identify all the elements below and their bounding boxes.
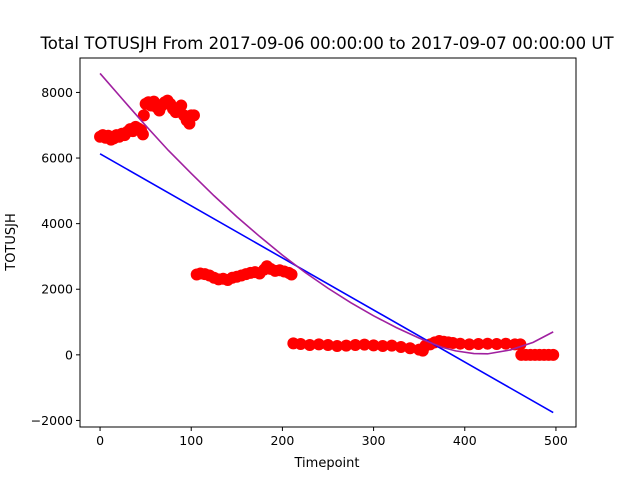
scatter-series [94,94,560,361]
data-point [294,338,307,351]
data-point [454,337,467,350]
data-point [367,339,380,352]
data-point [385,339,398,352]
y-tick-label: 0 [65,347,73,362]
data-point [463,338,476,351]
x-axis-label: Timepoint [294,456,360,471]
data-point [472,338,485,351]
data-point [376,339,389,352]
x-tick-label: 300 [362,433,386,448]
data-point [303,339,316,351]
y-axis-label: TOTUSJH [4,213,19,272]
x-tick-label: 400 [453,433,477,448]
axes-layer: 0 100 200 300 400 500 −2000 0 2000 4000 6000 8000 [31,57,577,448]
data-point [490,338,503,351]
data-point [404,342,417,355]
x-tick-label: 200 [270,433,294,448]
data-point [136,128,149,141]
data-point [499,337,512,350]
plot-clip-group [94,72,560,414]
data-point [547,348,560,361]
linear-fit-line [99,153,554,414]
axes-frame [79,57,577,428]
data-point [187,109,200,122]
data-point [285,268,298,281]
data-point [322,339,334,351]
chart-title: Total TOTUSJH From 2017-09-06 00:00:00 t… [39,34,614,53]
x-tick-label: 500 [544,433,568,448]
data-point [358,338,371,351]
y-tick-label: 6000 [41,151,73,166]
data-point [481,337,494,350]
data-point [394,340,407,353]
polynomial-fit-curve [99,72,554,355]
data-point [340,339,353,352]
data-point [175,99,188,112]
data-point [331,339,344,352]
x-tick-label: 100 [179,433,203,448]
y-tick-label: −2000 [31,413,73,428]
y-tick-label: 4000 [41,216,73,231]
y-tick-label: 2000 [41,282,73,297]
x-tick-label: 0 [96,433,104,448]
data-point [349,339,362,351]
data-point [312,338,325,351]
data-point [137,109,150,122]
y-tick-label: 8000 [41,85,73,100]
plot-layer [94,72,560,414]
